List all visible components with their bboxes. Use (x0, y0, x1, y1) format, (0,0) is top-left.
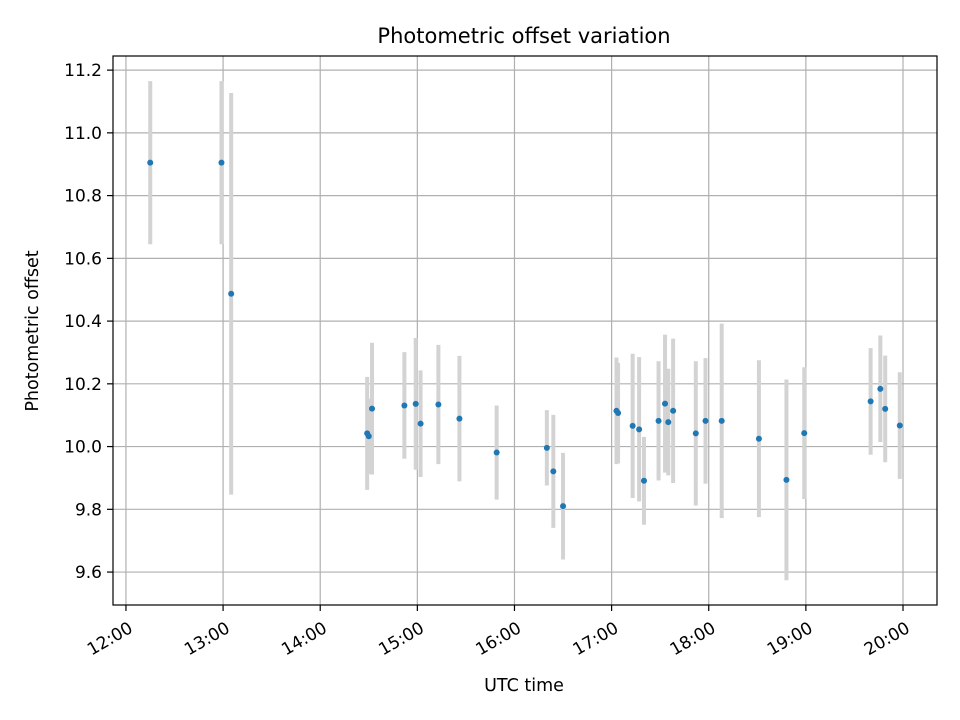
x-axis-label: UTC time (484, 676, 564, 696)
y-tick-label: 10.8 (64, 187, 102, 207)
data-point (401, 402, 408, 409)
data-point (896, 422, 903, 429)
data-point (147, 159, 154, 166)
data-point (801, 430, 808, 437)
data-point (867, 398, 874, 405)
data-point (662, 400, 669, 407)
data-point (783, 476, 790, 483)
data-point (692, 430, 699, 437)
data-point (218, 159, 225, 166)
y-tick-label: 10.4 (64, 312, 102, 332)
y-tick-label: 11.0 (64, 124, 102, 144)
y-axis-label: Photometric offset (23, 250, 43, 411)
y-tick-label: 11.2 (64, 61, 102, 81)
y-tick-label: 10.0 (64, 438, 102, 458)
y-tick-label: 9.8 (75, 500, 102, 520)
chart-title: Photometric offset variation (377, 24, 670, 48)
y-tick-label: 10.2 (64, 375, 102, 395)
data-points (147, 159, 903, 510)
data-point (655, 417, 662, 424)
data-point (493, 449, 500, 456)
y-axis-ticks: 9.6 9.8 10.0 10.2 10.4 10.6 10.8 11.0 11.2 (64, 61, 113, 583)
data-point (615, 410, 622, 417)
data-point (550, 468, 557, 475)
data-point (665, 419, 672, 426)
data-point (670, 407, 677, 414)
data-point (718, 417, 725, 424)
data-point (417, 420, 424, 427)
plot-frame (112, 55, 938, 606)
data-point (882, 405, 889, 412)
y-tick-label: 9.6 (75, 563, 102, 583)
data-point (640, 477, 647, 484)
data-point (877, 385, 884, 392)
data-point (702, 417, 709, 424)
data-point (228, 290, 235, 297)
data-point (369, 405, 376, 412)
data-point (755, 435, 762, 442)
data-point (365, 433, 372, 440)
data-point (560, 503, 567, 510)
y-tick-label: 10.6 (64, 249, 102, 269)
data-point (629, 422, 636, 429)
data-point (543, 444, 550, 451)
data-point (456, 415, 463, 422)
data-point (412, 400, 419, 407)
data-point (435, 401, 442, 408)
grid (113, 56, 937, 605)
data-point (636, 426, 643, 433)
